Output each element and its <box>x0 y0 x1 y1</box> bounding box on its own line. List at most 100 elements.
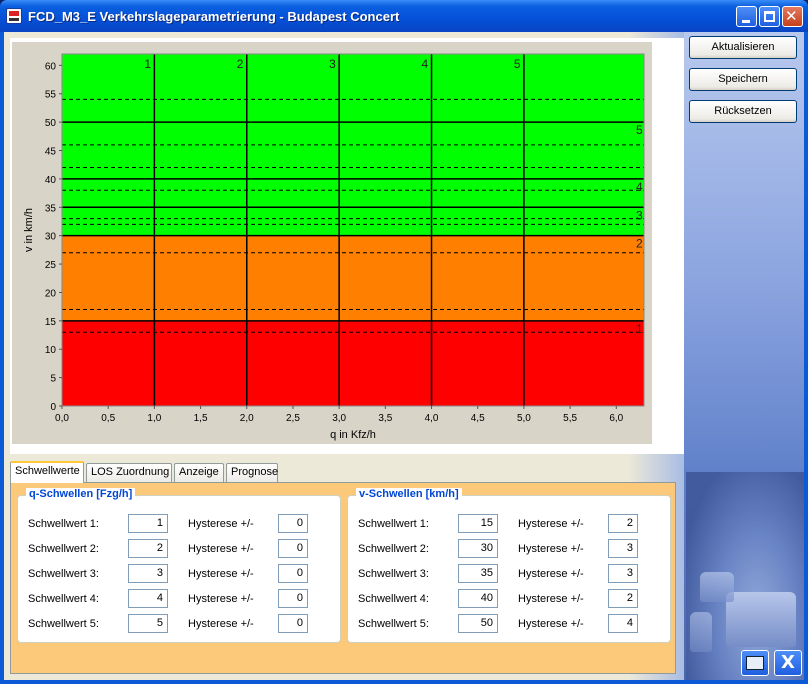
y-tick-label: 30 <box>45 232 57 243</box>
threshold-label: Schwellwert 1: <box>358 518 429 530</box>
hysteresis-label: Hysterese +/- <box>188 568 254 580</box>
close-icon: ✕ <box>785 7 798 25</box>
threshold-input[interactable]: 35 <box>458 564 498 583</box>
maximize-icon <box>764 11 775 22</box>
hysteresis-label: Hysterese +/- <box>518 593 584 605</box>
x-tick-label: 5,0 <box>517 413 531 424</box>
y-axis-label: v in km/h <box>23 208 35 252</box>
threshold-input[interactable]: 50 <box>458 614 498 633</box>
hysteresis-label: Hysterese +/- <box>188 618 254 630</box>
q-threshold-label: 1 <box>144 57 151 71</box>
maximize-button[interactable] <box>759 6 780 27</box>
los-band <box>62 235 644 321</box>
x-tick-label: 4,0 <box>425 413 439 424</box>
x-tick-label: 3,0 <box>332 413 346 424</box>
y-tick-label: 5 <box>50 374 56 385</box>
x-tick-label: 5,5 <box>563 413 577 424</box>
threshold-row: Schwellwert 4: 4 Hysterese +/- 0 <box>18 589 340 609</box>
threshold-row: Schwellwert 3: 3 Hysterese +/- 0 <box>18 564 340 584</box>
reset-button[interactable]: Rücksetzen <box>689 100 797 123</box>
y-tick-label: 55 <box>45 90 57 101</box>
save-button[interactable]: Speichern <box>689 68 797 91</box>
close-window-button[interactable]: ✕ <box>782 6 803 27</box>
threshold-input[interactable]: 4 <box>128 589 168 608</box>
q-threshold-label: 4 <box>422 57 429 71</box>
chart-panel: 1 2 3 4 5 1 2 3 4 5 0 5 10 15 20 25 30 35 40 45 50 55 60 0,0 0,5… <box>10 38 684 454</box>
threshold-row: Schwellwert 2: 30 Hysterese +/- 3 <box>348 539 670 559</box>
threshold-input[interactable]: 1 <box>128 514 168 533</box>
tab-thresholds[interactable]: Schwellwerte <box>10 461 84 483</box>
threshold-label: Schwellwert 4: <box>358 593 429 605</box>
threshold-input[interactable]: 2 <box>128 539 168 558</box>
hysteresis-input[interactable]: 0 <box>278 614 308 633</box>
hysteresis-input[interactable]: 3 <box>608 539 638 558</box>
v-group-title: v-Schwellen [km/h] <box>356 488 462 500</box>
hysteresis-input[interactable]: 3 <box>608 564 638 583</box>
refresh-button[interactable]: Aktualisieren <box>689 36 797 59</box>
threshold-input[interactable]: 5 <box>128 614 168 633</box>
los-band <box>62 320 644 406</box>
threshold-row: Schwellwert 4: 40 Hysterese +/- 2 <box>348 589 670 609</box>
hysteresis-input[interactable]: 0 <box>278 564 308 583</box>
threshold-label: Schwellwert 5: <box>358 618 429 630</box>
hysteresis-input[interactable]: 2 <box>608 514 638 533</box>
hysteresis-input[interactable]: 0 <box>278 589 308 608</box>
close-button[interactable]: X <box>774 650 802 676</box>
tab-display[interactable]: Anzeige <box>174 463 224 482</box>
threshold-label: Schwellwert 2: <box>358 543 429 555</box>
threshold-label: Schwellwert 1: <box>28 518 99 530</box>
threshold-row: Schwellwert 5: 5 Hysterese +/- 0 <box>18 614 340 634</box>
tab-forecast[interactable]: Prognose <box>226 463 278 482</box>
x-tick-label: 1,5 <box>194 413 208 424</box>
hysteresis-label: Hysterese +/- <box>518 518 584 530</box>
threshold-row: Schwellwert 2: 2 Hysterese +/- 0 <box>18 539 340 559</box>
minimize-button[interactable] <box>736 6 757 27</box>
y-tick-label: 10 <box>45 345 57 356</box>
y-tick-label: 15 <box>45 317 57 328</box>
v-threshold-label: 1 <box>636 322 643 336</box>
v-threshold-group: v-Schwellen [km/h] Schwellwert 1: 15 Hyste… <box>347 488 671 643</box>
hysteresis-input[interactable]: 0 <box>278 539 308 558</box>
hysteresis-label: Hysterese +/- <box>518 618 584 630</box>
client-area: 1 2 3 4 5 1 2 3 4 5 0 5 10 15 20 25 30 35 40 45 50 55 60 0,0 0,5… <box>4 32 804 680</box>
window-title: FCD_M3_E Verkehrslageparametrierung - Bu… <box>28 9 400 24</box>
hysteresis-input[interactable]: 0 <box>278 514 308 533</box>
y-tick-label: 60 <box>45 61 57 72</box>
y-tick-label: 20 <box>45 288 57 299</box>
threshold-input[interactable]: 15 <box>458 514 498 533</box>
threshold-label: Schwellwert 5: <box>28 618 99 630</box>
threshold-input[interactable]: 40 <box>458 589 498 608</box>
printer-icon <box>746 656 764 670</box>
x-tick-label: 1,0 <box>147 413 161 424</box>
x-tick-label: 2,0 <box>240 413 254 424</box>
hysteresis-input[interactable]: 4 <box>608 614 638 633</box>
x-axis-label: q in Kfz/h <box>330 429 376 441</box>
hysteresis-input[interactable]: 2 <box>608 589 638 608</box>
y-tick-label: 45 <box>45 147 57 158</box>
threshold-input[interactable]: 3 <box>128 564 168 583</box>
v-threshold-label: 5 <box>636 123 643 137</box>
x-tick-label: 3,5 <box>378 413 392 424</box>
y-tick-label: 0 <box>50 402 56 413</box>
q-threshold-label: 3 <box>329 57 336 71</box>
threshold-input[interactable]: 30 <box>458 539 498 558</box>
threshold-label: Schwellwert 3: <box>28 568 99 580</box>
q-group-title: q-Schwellen [Fzg/h] <box>26 488 136 500</box>
threshold-row: Schwellwert 5: 50 Hysterese +/- 4 <box>348 614 670 634</box>
v-threshold-label: 3 <box>636 208 643 222</box>
x-tick-label: 0,5 <box>101 413 115 424</box>
q-threshold-label: 2 <box>237 57 244 71</box>
title-bar[interactable]: FCD_M3_E Verkehrslageparametrierung - Bu… <box>0 0 808 32</box>
traffic-photo <box>686 472 804 680</box>
minimize-icon <box>742 20 750 23</box>
tab-los-mapping[interactable]: LOS Zuordnung <box>86 463 172 482</box>
print-button[interactable] <box>741 650 769 676</box>
hysteresis-label: Hysterese +/- <box>518 543 584 555</box>
tab-panel-thresholds: q-Schwellen [Fzg/h] Schwellwert 1: 1 Hyste… <box>10 482 676 674</box>
threshold-row: Schwellwert 1: 1 Hysterese +/- 0 <box>18 514 340 534</box>
app-icon <box>6 8 22 24</box>
y-tick-label: 50 <box>45 118 57 129</box>
hysteresis-label: Hysterese +/- <box>518 568 584 580</box>
